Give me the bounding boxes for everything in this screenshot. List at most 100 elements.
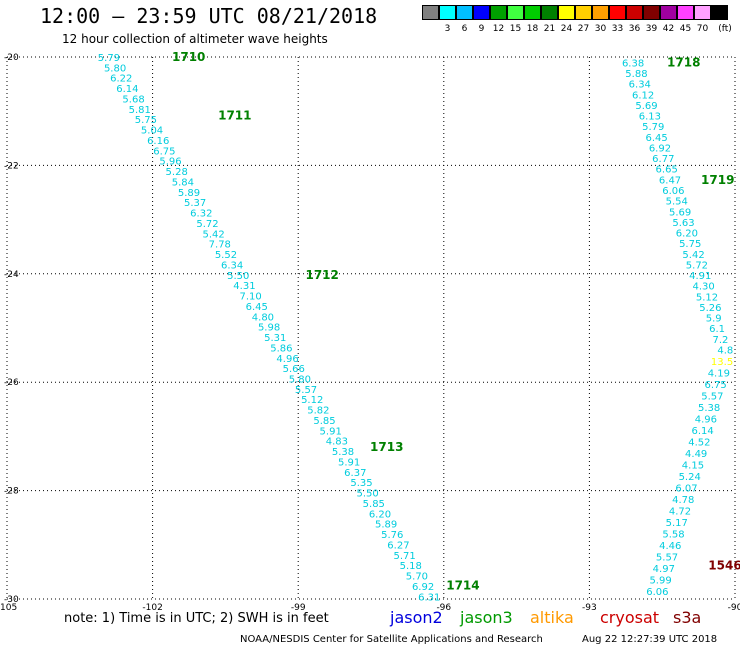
colorbar-label: 12 (492, 24, 505, 34)
swh-value-track-a: 5.37 (184, 198, 206, 209)
swh-value-track-a: 5.80 (104, 63, 126, 74)
swh-value-track-c: 5.38 (698, 403, 720, 414)
swh-value-track-c: 6.07 (675, 484, 697, 495)
swh-value-track-a: 4.80 (252, 312, 274, 323)
swh-value-track-b: 6.77 (652, 154, 674, 165)
swh-value-track-a: 5.75 (135, 115, 157, 126)
legend-cryosat: cryosat (600, 608, 660, 627)
swh-value-track-a: 7.10 (239, 292, 261, 303)
swh-value-track-c: 5.24 (679, 472, 701, 483)
lat-tick-label: -26 (4, 378, 19, 388)
lon-tick-label: -102 (142, 603, 162, 613)
pass-time-labels: 1710 1711 1712 1713 1714 1718 1719 1546 (172, 50, 740, 592)
lat-tick-label: -24 (4, 270, 19, 280)
colorbar-swatch (507, 5, 524, 20)
pass-time-label: 1714 (446, 578, 479, 592)
colorbar-swatch (575, 5, 592, 20)
colorbar-label: 6 (461, 24, 468, 34)
swh-value-track-a: 5.89 (178, 188, 200, 199)
colorbar-swatch (711, 5, 728, 20)
swh-value-track-a: 5.89 (375, 520, 397, 531)
colorbar-label: 45 (679, 24, 692, 34)
swh-value-track-a: 5.70 (406, 572, 428, 583)
colorbar-swatch (660, 5, 677, 20)
colorbar-label: 33 (611, 24, 624, 34)
swh-value-track-b: 6.47 (659, 175, 681, 186)
pass-time-label: 1710 (172, 50, 205, 64)
swh-value-track-c: 5.17 (666, 518, 688, 529)
pass-time-label: 1711 (218, 109, 251, 123)
colorbar-label: 27 (577, 24, 590, 34)
colorbar-swatch (490, 5, 507, 20)
colorbar-swatch (592, 5, 609, 20)
legend-jason2: jason2 (390, 608, 443, 627)
swh-value-track-b: 5.79 (642, 122, 664, 133)
swh-value-track-b: 5.12 (696, 292, 718, 303)
swh-value-track-a: 5.98 (258, 323, 280, 334)
credit-line: NOAA/NESDIS Center for Satellite Applica… (240, 634, 543, 645)
swh-value-track-c: 5.57 (701, 392, 723, 403)
axis-ticks: -20 -22 -24 -26 -28 -30-105 -102 -99 -96 -93 -90 (0, 53, 740, 613)
swh-value-track-a: 5.42 (203, 229, 225, 240)
satellite-tracks: 5.795.806.226.145.685.815.755.046.166.75… (98, 53, 733, 603)
pass-time-label: 1719 (701, 173, 734, 187)
colorbar-label: 24 (560, 24, 573, 34)
swh-value-track-a: 5.71 (393, 551, 415, 562)
swh-value-track-a: 5.35 (350, 478, 372, 489)
pass-time-label: 1718 (667, 55, 700, 69)
swh-value-track-a: 5.86 (270, 343, 292, 354)
colorbar-label: 21 (543, 24, 556, 34)
swh-value-track-a: 5.18 (400, 561, 422, 572)
swh-value-track-c: 4.52 (688, 438, 710, 449)
swh-value-track-a: 5.91 (320, 426, 342, 437)
swh-value-track-a: 5.04 (141, 126, 163, 137)
lat-tick-label: -28 (4, 487, 19, 497)
colorbar-label: 70 (696, 24, 709, 34)
swh-value-track-a: 5.28 (166, 167, 188, 178)
swh-value-track-b: 5.88 (625, 69, 647, 80)
swh-value-track-b: 4.91 (689, 271, 711, 282)
colorbar-swatch (694, 5, 711, 20)
graticule-grid (6, 56, 736, 600)
swh-value-track-b: 6.92 (649, 143, 671, 154)
swh-value-track-a: 5.12 (301, 395, 323, 406)
colorbar-unit: (ft) (718, 24, 732, 34)
swh-value-track-b: 5.26 (699, 303, 721, 314)
legend-altika: altika (530, 608, 574, 627)
colorbar-label: 9 (478, 24, 485, 34)
pass-time-label: 1713 (370, 440, 403, 454)
swh-value-track-c: 4.97 (653, 564, 675, 575)
swh-value-track-a: 6.45 (246, 302, 268, 313)
legend-s3a: s3a (673, 608, 702, 627)
swh-value-track-b: 7.2 (712, 335, 728, 346)
swh-value-track-b: 6.65 (656, 165, 678, 176)
swh-value-track-a: 6.27 (387, 540, 409, 551)
swh-value-track-c: 4.15 (682, 461, 704, 472)
swh-value-track-c: 4.19 (708, 369, 730, 380)
swh-value-track-c: 6.75 (704, 380, 726, 391)
swh-value-track-a: 5.81 (129, 105, 151, 116)
swh-value-track-c: 5.57 (656, 552, 678, 563)
swh-value-track-b: 5.75 (679, 239, 701, 250)
swh-value-track-c: 4.72 (669, 506, 691, 517)
swh-value-track-a: 5.57 (295, 385, 317, 396)
colorbar-swatch (677, 5, 694, 20)
swh-value-track-a: 5.76 (381, 530, 403, 541)
swh-value-track-a: 5.68 (122, 94, 144, 105)
colorbar-swatch (439, 5, 456, 20)
swh-value-track-c: 4.78 (672, 495, 694, 506)
swh-value-track-a: 5.96 (159, 157, 181, 168)
swh-value-track-a: 6.14 (116, 84, 138, 95)
swh-value-track-b: 6.38 (622, 58, 644, 69)
swh-value-track-a: 4.96 (276, 354, 298, 365)
chart-subtitle: 12 hour collection of altimeter wave hei… (62, 32, 328, 46)
colorbar-swatch (422, 5, 439, 20)
legend-jason3: jason3 (460, 608, 513, 627)
swh-value-track-b: 6.12 (632, 90, 654, 101)
swh-value-track-c: 6.14 (692, 426, 714, 437)
swh-value-track-c: 4.96 (695, 415, 717, 426)
swh-value-track-b: 5.72 (686, 260, 708, 271)
swh-value-track-a: 5.80 (289, 374, 311, 385)
colorbar-label: 18 (526, 24, 539, 34)
lon-tick-label: -105 (0, 603, 17, 613)
